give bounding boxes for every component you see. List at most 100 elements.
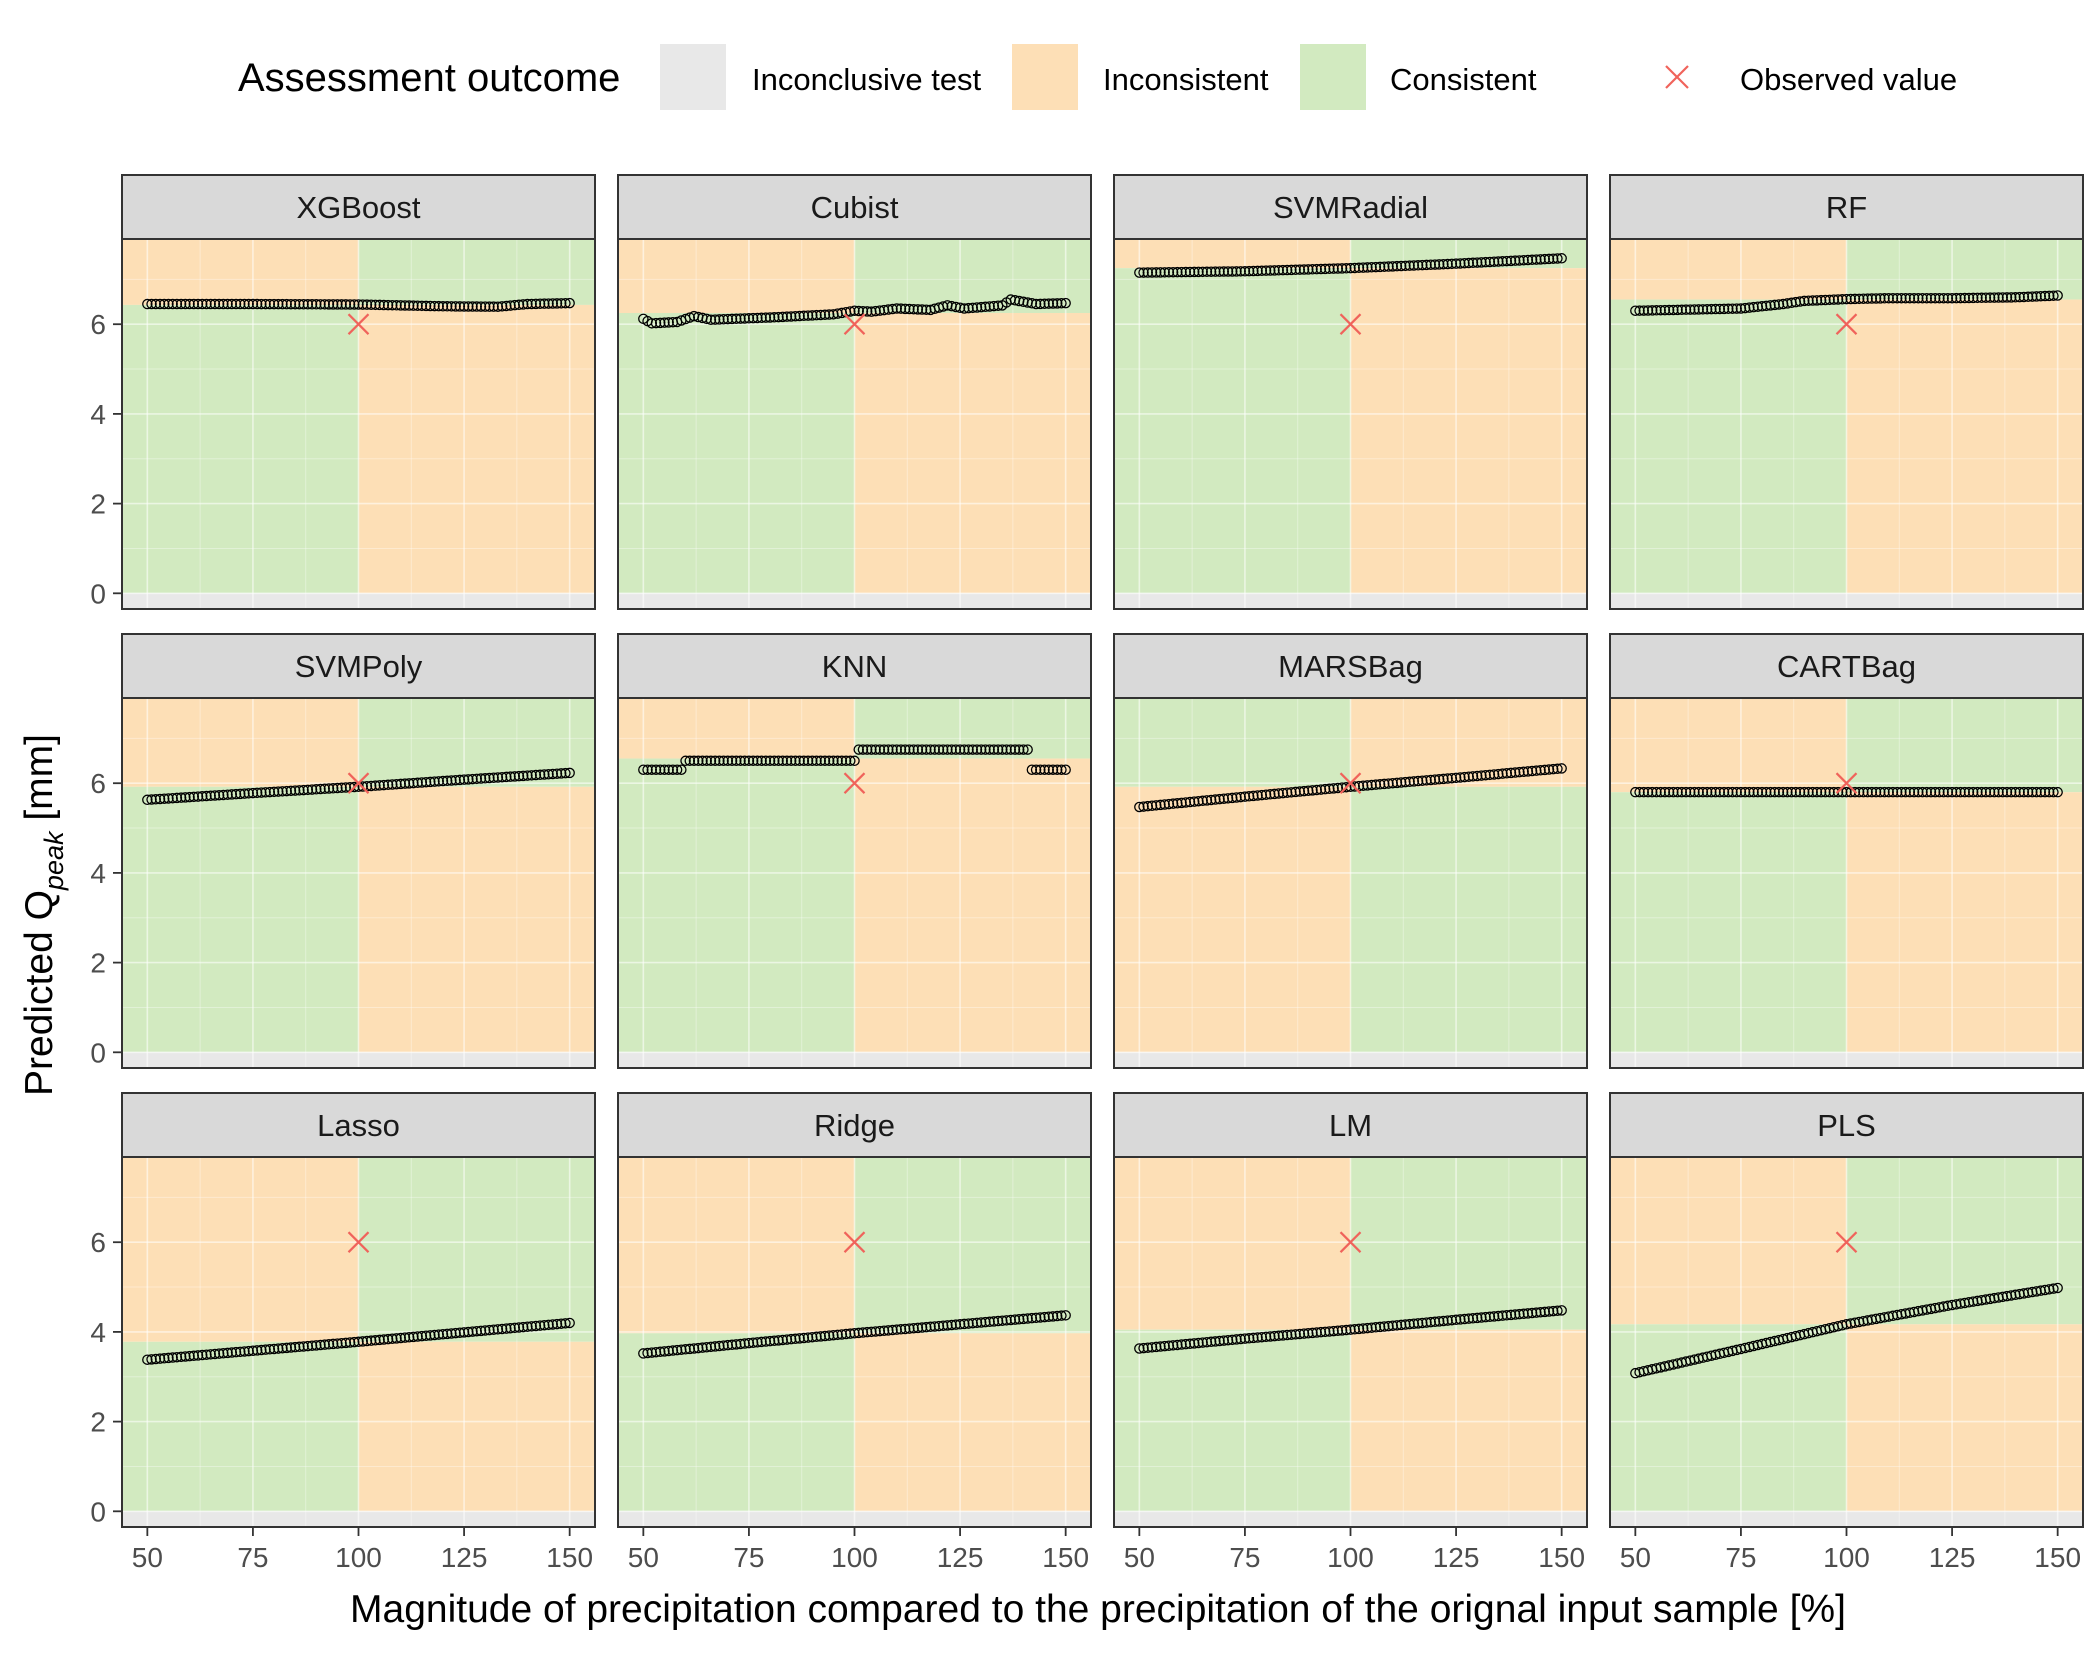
data-point	[1967, 292, 1979, 304]
observed-value-cross	[1835, 772, 1858, 794]
data-point	[1723, 786, 1734, 798]
data-point	[294, 785, 305, 796]
data-point	[1900, 786, 1911, 798]
data-point	[1697, 304, 1709, 315]
data-point	[1862, 786, 1873, 798]
data-point	[895, 1324, 907, 1335]
data-point	[446, 1328, 457, 1339]
panel-background	[1610, 698, 2083, 1068]
region-right-below	[358, 304, 595, 594]
legend-label: Inconclusive test	[752, 62, 982, 97]
data-point	[1735, 303, 1747, 314]
data-point	[1227, 1334, 1238, 1346]
data-point	[1701, 303, 1713, 315]
legend: Assessment outcome Inconclusive test Incon…	[238, 44, 1957, 110]
data-point	[277, 1342, 288, 1354]
data-point	[1341, 263, 1352, 274]
data-point	[260, 1344, 271, 1355]
data-point	[1142, 800, 1154, 812]
data-point	[811, 755, 822, 767]
data-point	[171, 792, 183, 804]
data-point	[967, 1317, 979, 1329]
data-point	[1433, 774, 1445, 785]
data-point	[1870, 786, 1882, 798]
data-point	[904, 303, 915, 315]
data-point	[1769, 786, 1780, 798]
data-point	[1425, 774, 1436, 786]
data-point	[1150, 800, 1162, 811]
data-point	[1744, 786, 1755, 798]
data-point	[1188, 266, 1200, 278]
data-point	[1281, 1329, 1293, 1341]
panel-background	[618, 239, 1091, 609]
data-point	[560, 297, 571, 309]
data-point	[722, 1339, 734, 1351]
data-point	[1336, 1325, 1348, 1336]
data-point	[1056, 764, 1067, 776]
data-point	[1387, 777, 1398, 789]
observed-value-cross	[347, 772, 370, 794]
data-point	[370, 299, 381, 311]
data-point	[731, 1339, 742, 1350]
data-point	[184, 791, 195, 803]
region-left-below	[1610, 792, 1847, 1053]
data-point	[285, 298, 297, 310]
data-point	[463, 774, 474, 785]
data-point	[887, 744, 898, 755]
y-tick-label: 0	[90, 1037, 106, 1068]
data-point	[1159, 1340, 1170, 1352]
data-point	[180, 1351, 191, 1362]
data-point	[1879, 786, 1890, 798]
data-point	[1488, 256, 1500, 267]
data-point	[802, 755, 814, 767]
data-points	[1630, 290, 2063, 317]
data-point	[967, 302, 979, 314]
data-point	[1630, 305, 1641, 317]
data-point	[484, 1324, 495, 1336]
data-point	[1539, 1306, 1551, 1318]
data-point	[667, 764, 679, 776]
data-point	[878, 1325, 890, 1336]
data-point	[146, 298, 157, 310]
data-point	[769, 312, 780, 323]
data-point	[1180, 1338, 1192, 1350]
data-point	[496, 771, 508, 783]
data-point	[260, 787, 271, 798]
data-point	[530, 1320, 542, 1332]
data-point	[756, 312, 767, 324]
data-point	[1357, 262, 1369, 273]
data-point	[1518, 254, 1529, 266]
data-points	[638, 744, 1071, 776]
panel-rf: RF	[1609, 174, 2084, 610]
data-point	[1421, 775, 1432, 786]
data-point	[349, 299, 360, 310]
data-point	[1896, 786, 1907, 798]
data-point	[467, 1326, 478, 1337]
data-point	[1319, 263, 1331, 275]
panels: XGBoost 0 2 4 6 Cubist SVMRadial RF SVMPoly 0 2 4 6 K…	[90, 174, 2084, 1573]
data-point	[1395, 260, 1407, 272]
data-point	[1315, 784, 1327, 795]
data-point	[1799, 295, 1810, 307]
x-tick-label: 125	[441, 1542, 488, 1573]
data-point	[361, 299, 373, 310]
data-point	[861, 306, 873, 317]
data-point	[1908, 786, 1920, 798]
data-point	[158, 298, 170, 310]
data-point	[870, 305, 881, 317]
legend-title: Assessment outcome	[238, 56, 620, 100]
data-point	[1488, 769, 1500, 780]
data-point	[429, 776, 440, 787]
data-point	[1634, 305, 1645, 316]
data-point	[912, 1322, 924, 1334]
data-point	[433, 1329, 444, 1340]
data-point	[357, 299, 368, 310]
data-point	[1193, 266, 1204, 278]
data-point	[1379, 1321, 1390, 1332]
data-point	[475, 1325, 487, 1337]
data-point	[874, 744, 886, 755]
data-point	[1501, 768, 1513, 779]
data-point	[925, 744, 936, 755]
data-point	[1942, 292, 1954, 304]
data-point	[684, 312, 696, 323]
